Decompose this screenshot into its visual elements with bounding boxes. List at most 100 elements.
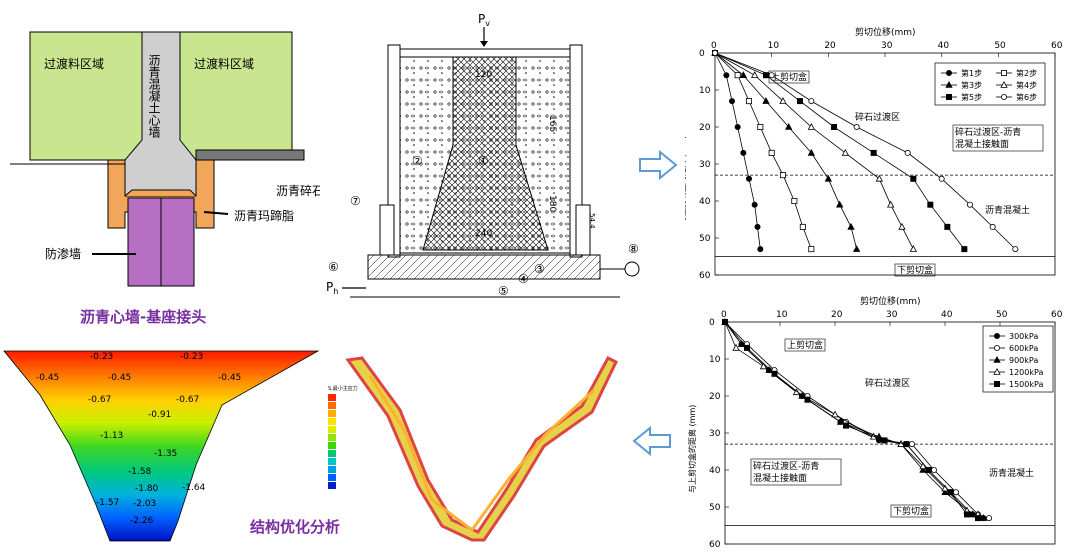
marker-1: ① xyxy=(478,154,489,168)
series-第6步 xyxy=(711,50,1019,253)
y-tick-label: 60 xyxy=(699,271,711,281)
data-point xyxy=(904,149,911,156)
x-tick-label: 40 xyxy=(938,41,950,51)
upper-box-label-box xyxy=(784,338,826,352)
contour-label: -0.91 xyxy=(148,410,171,420)
x-tick-label: 20 xyxy=(824,41,836,51)
data-point xyxy=(852,245,861,252)
series-line xyxy=(724,321,979,519)
chart-title: 剪切位移(mm) xyxy=(860,295,921,307)
interface-label-line1: 碎石过渡区-沥青 xyxy=(955,126,1021,138)
y-tick-label: 20 xyxy=(699,123,711,133)
marker-7: ⑦ xyxy=(350,194,361,208)
lower-box-label-box xyxy=(890,504,932,518)
data-point xyxy=(875,174,884,182)
x-tick-label: 50 xyxy=(994,41,1006,51)
data-point xyxy=(791,197,798,204)
right-transition-region xyxy=(179,31,293,161)
y-tick-label: 0 xyxy=(699,49,705,59)
legend-entry: 第2步 xyxy=(1016,68,1037,78)
contour-label: -1.57 xyxy=(96,498,119,508)
data-point xyxy=(886,200,895,208)
data-point xyxy=(779,97,787,104)
contour-label: -0.45 xyxy=(108,373,131,383)
contour-label: -1.64 xyxy=(182,483,206,493)
data-point xyxy=(847,222,855,230)
asphalt-gravel-layer xyxy=(195,149,305,161)
mastic-inner xyxy=(124,189,197,197)
data-point xyxy=(824,174,833,182)
data-point xyxy=(739,71,748,78)
data-point xyxy=(757,246,764,253)
data-point xyxy=(925,466,932,473)
x-tick-label: 60 xyxy=(1051,310,1063,320)
data-point xyxy=(870,149,877,156)
data-point xyxy=(993,345,1000,352)
contour-label: -1.80 xyxy=(135,484,159,494)
dial-gauge xyxy=(624,261,640,277)
legend-title: S,最小主应力 xyxy=(328,386,358,392)
mastic-leader-arrow xyxy=(203,211,229,215)
flow-arrow-right xyxy=(639,150,678,180)
legend-swatch xyxy=(328,434,336,442)
legend-bars xyxy=(328,394,362,490)
data-point xyxy=(740,149,747,156)
legend-entry: 第3步 xyxy=(961,80,982,90)
data-point xyxy=(979,514,988,521)
marker-3: ③ xyxy=(534,262,545,276)
data-point xyxy=(754,223,761,230)
marker-8: ⑧ xyxy=(628,242,639,256)
x-tick-label: 0 xyxy=(721,310,727,320)
legend-swatch xyxy=(328,410,336,418)
data-point xyxy=(807,122,816,130)
legend-swatch xyxy=(328,394,336,402)
y-tick-label: 50 xyxy=(709,503,721,513)
loading-plate xyxy=(399,48,571,58)
spring-right xyxy=(575,204,591,256)
y-tick-label: 40 xyxy=(699,197,711,207)
marker-2: ② xyxy=(412,154,423,168)
data-point xyxy=(804,396,811,403)
series-1500kPa xyxy=(722,319,981,522)
left-region-label: 过渡料区域 xyxy=(44,56,104,71)
data-point xyxy=(945,94,952,101)
lower-box-label: 下剪切盒 xyxy=(893,505,929,517)
fea-caption-layer: 结构优化分析 xyxy=(250,518,340,536)
data-point xyxy=(723,72,730,79)
legend-entry: 第1步 xyxy=(961,68,982,78)
legend-swatch xyxy=(328,482,336,490)
marker-4: ④ xyxy=(518,272,529,286)
series-第5步 xyxy=(711,50,968,253)
contour-label: -1.35 xyxy=(154,449,177,459)
data-point xyxy=(734,124,741,131)
interface-label-line1: 碎石过渡区-沥青 xyxy=(753,460,819,472)
dim-120: 120 xyxy=(475,70,492,80)
y-tick-label: 30 xyxy=(709,429,721,439)
x-tick-label: 60 xyxy=(1051,41,1063,51)
interface-label-line2: 混凝土接触面 xyxy=(955,138,1009,150)
y-tick-label: 40 xyxy=(709,466,721,476)
interface-label-line2: 混凝土接触面 xyxy=(753,472,807,484)
data-point xyxy=(989,223,996,230)
legend-entry: 600kPa xyxy=(1009,344,1038,353)
data-point xyxy=(797,98,804,105)
y-tick-label: 60 xyxy=(709,540,721,550)
contour-label: -0.23 xyxy=(90,352,113,362)
y-tick-label: 50 xyxy=(699,234,711,244)
data-point xyxy=(807,148,816,156)
test-apparatus: Pv 120 165 180 240 54.4 ① ② ⑦ ③ ④ ⑤ ⑥ ⑧ … xyxy=(326,12,640,298)
lower-box-label-box xyxy=(894,263,936,277)
data-point xyxy=(993,333,1000,340)
legend-entry: 900kPa xyxy=(1009,356,1038,365)
y-axis-label: 与上剪切盒的距离 (mm) xyxy=(685,136,687,224)
pv-label: Pv xyxy=(478,12,490,28)
core-wall-deformed xyxy=(345,356,618,542)
contour-label: -2.03 xyxy=(133,499,156,509)
data-point xyxy=(808,98,815,105)
shear-chart-pressure: 剪切位移(mm) 0 10 20 30 40 50 60 0 10 20 30 40 50 60 与上剪切盒的… xyxy=(687,295,1063,550)
dim-165: 165 xyxy=(547,115,557,132)
data-point xyxy=(945,80,953,88)
fea-caption: 结构优化分析 xyxy=(250,518,340,536)
joint-caption: 沥青心墙-基座接头 xyxy=(80,308,206,326)
